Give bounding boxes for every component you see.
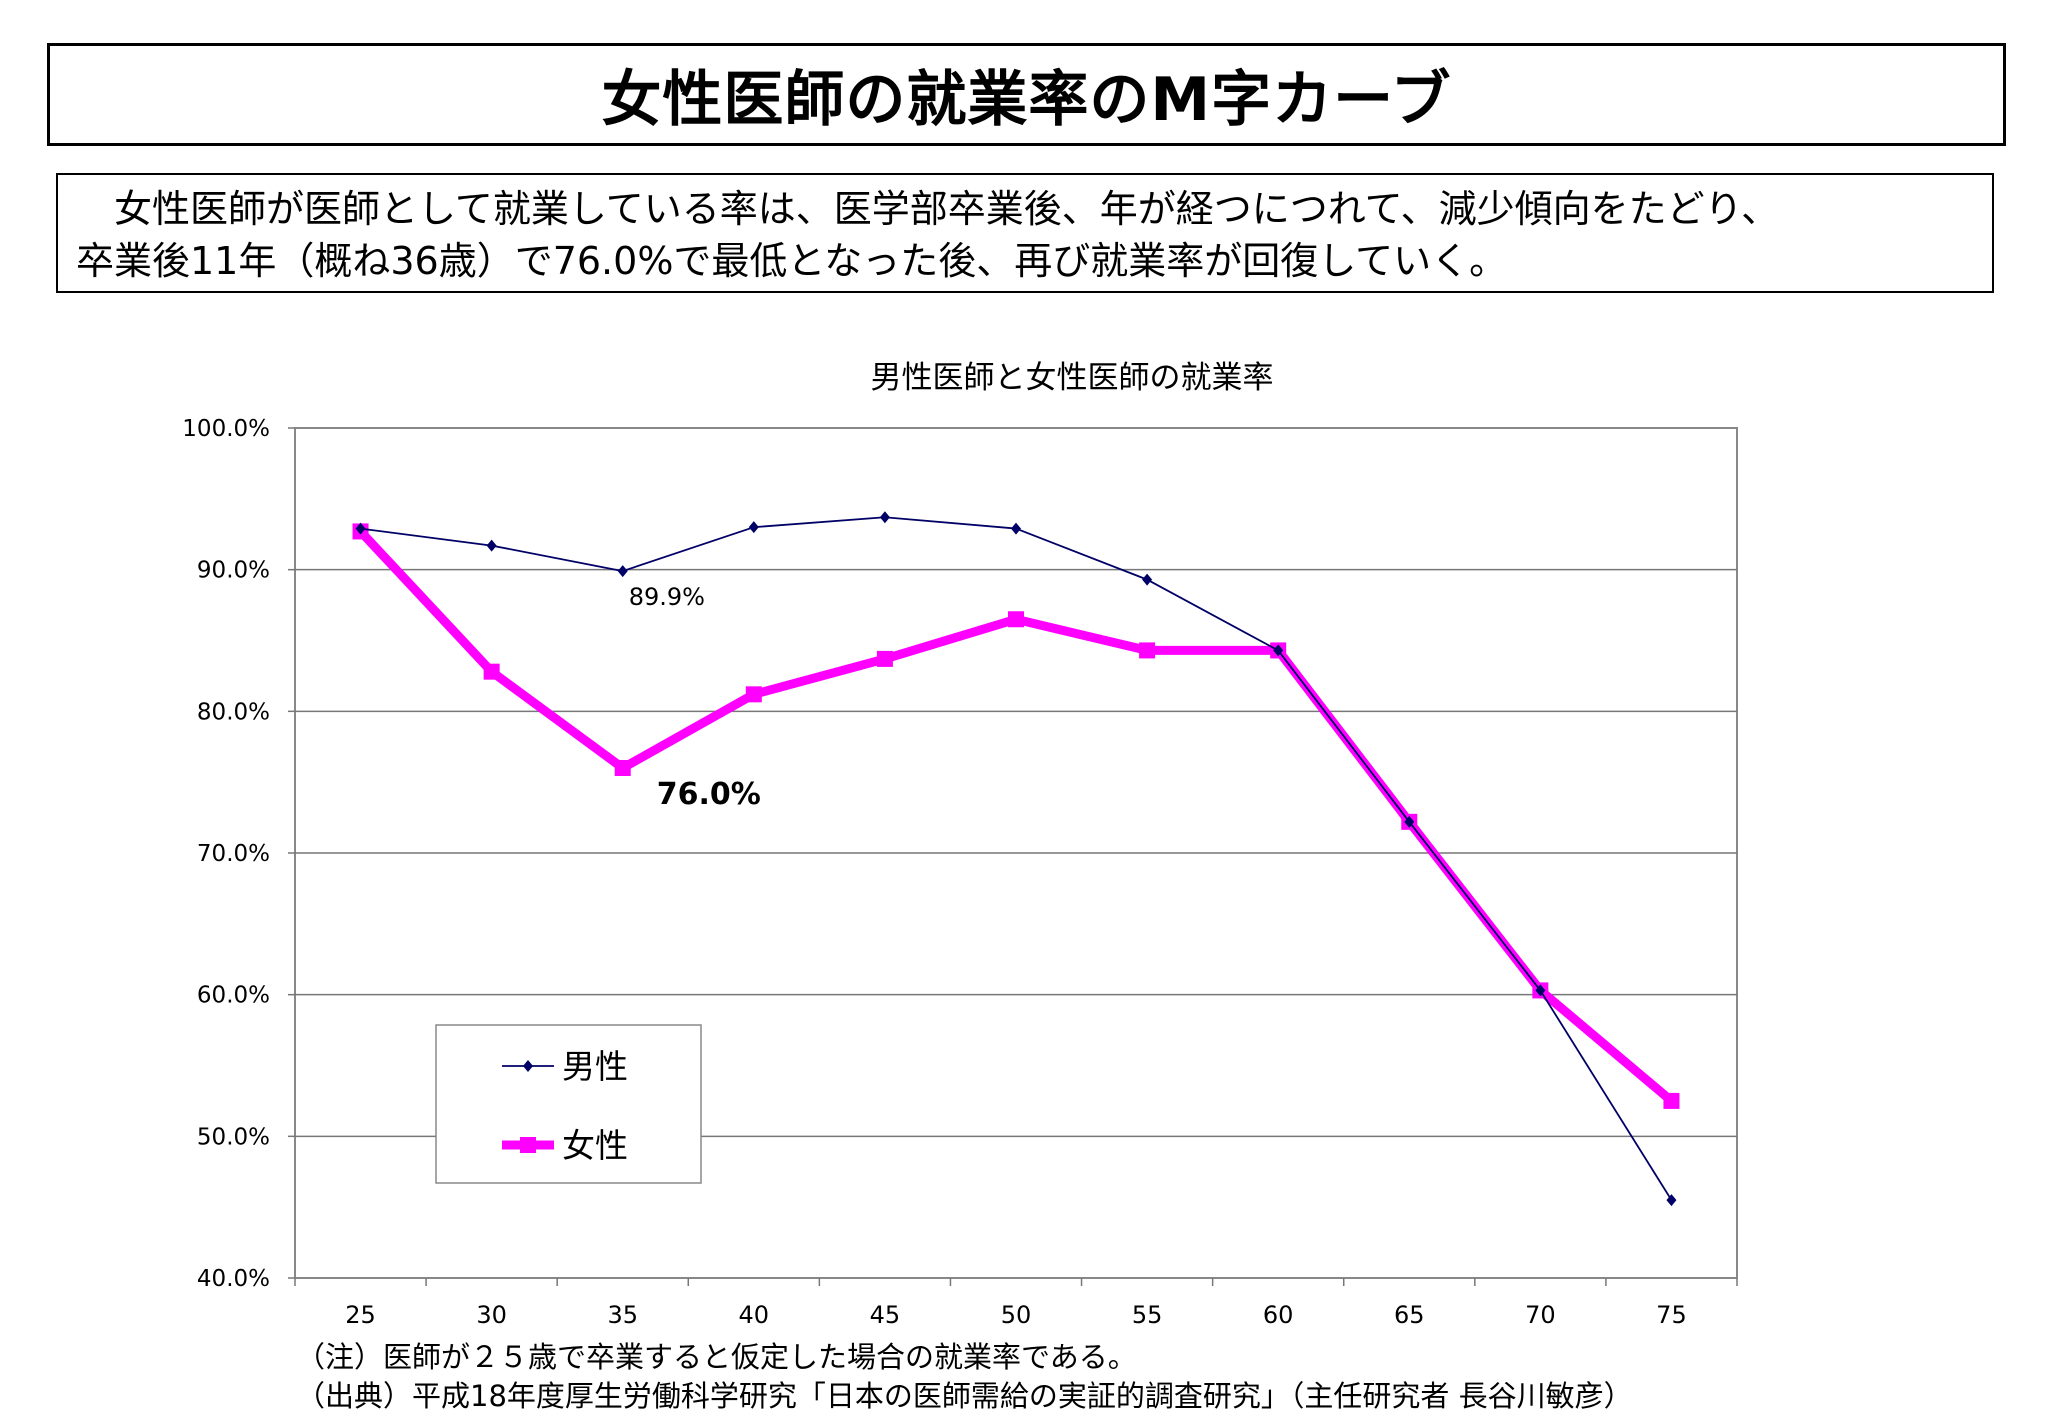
- data-point-female: [614, 760, 631, 776]
- x-tick-label: 40: [739, 1301, 770, 1329]
- data-point-male: [1404, 815, 1415, 828]
- data-label: 76.0%: [657, 777, 761, 812]
- chart-title: 男性医師と女性医師の就業率: [871, 360, 1274, 396]
- data-point-male: [1273, 644, 1284, 657]
- data-point-female: [483, 663, 500, 680]
- data-point-male: [1011, 522, 1021, 535]
- legend-marker: [523, 1060, 533, 1072]
- x-tick-label: 30: [476, 1301, 507, 1329]
- y-tick-label: 60.0%: [197, 983, 270, 1009]
- data-point-female: [1663, 1092, 1680, 1109]
- legend: [435, 1024, 702, 1184]
- y-tick-label: 70.0%: [197, 841, 270, 867]
- data-point-female: [876, 650, 893, 667]
- data-point-male: [879, 511, 890, 524]
- y-tick-label: 50.0%: [197, 1124, 270, 1150]
- note-line: （出典）平成18年度厚生労働科学研究「日本の医師需給の実証的調査研究」（主任研究…: [296, 1379, 1633, 1413]
- x-tick-label: 35: [607, 1301, 638, 1329]
- data-point-male: [486, 539, 497, 552]
- legend-marker: [520, 1137, 536, 1153]
- x-tick-label: 70: [1525, 1301, 1556, 1329]
- page-title: 女性医師の就業率のM字カーブ: [601, 65, 1452, 135]
- x-tick-label: 25: [345, 1301, 376, 1329]
- x-tick-label: 60: [1263, 1301, 1294, 1329]
- data-label: 89.9%: [629, 583, 705, 611]
- data-point-male: [1535, 984, 1546, 997]
- data-point-male: [1666, 1194, 1677, 1207]
- x-tick-label: 65: [1394, 1301, 1425, 1329]
- note-line: （注）医師が２５歳で卒業すると仮定した場合の就業率である。: [296, 1340, 1137, 1374]
- data-point-female: [745, 686, 762, 703]
- description-line: 卒業後11年（概ね36歳）で76.0%で最低となった後、再び就業率が回復していく…: [76, 239, 1508, 283]
- legend-label: 女性: [562, 1126, 628, 1165]
- x-tick-label: 50: [1001, 1301, 1032, 1329]
- data-point-male: [355, 522, 366, 535]
- data-point-male: [1142, 573, 1153, 586]
- data-point-female: [1008, 611, 1024, 628]
- x-tick-label: 55: [1132, 1301, 1163, 1329]
- y-tick-label: 100.0%: [182, 416, 270, 442]
- data-point-male: [748, 521, 759, 534]
- y-tick-label: 90.0%: [197, 558, 270, 584]
- title-box: 女性医師の就業率のM字カーブ: [47, 43, 2006, 146]
- description-box: 女性医師が医師として就業している率は、医学部卒業後、年が経つにつれて、減少傾向を…: [56, 173, 1994, 293]
- data-point-male: [617, 565, 628, 578]
- data-point-female: [1139, 642, 1156, 659]
- x-tick-label: 75: [1656, 1301, 1687, 1329]
- legend-label: 男性: [562, 1047, 628, 1086]
- notes: （注）医師が２５歳で卒業すると仮定した場合の就業率である。 （出典）平成18年度…: [296, 1338, 1633, 1416]
- y-tick-label: 80.0%: [197, 699, 270, 725]
- x-tick-label: 45: [870, 1301, 901, 1329]
- y-tick-label: 40.0%: [197, 1266, 270, 1292]
- description-line: 女性医師が医師として就業している率は、医学部卒業後、年が経つにつれて、減少傾向を…: [76, 187, 1780, 231]
